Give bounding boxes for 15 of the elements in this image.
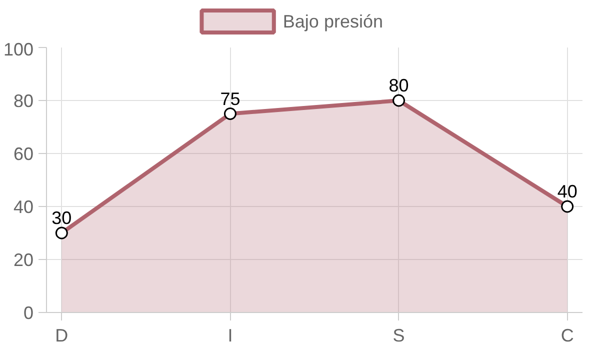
data-label: 40 [557,182,578,202]
data-label: 80 [388,76,409,96]
x-tick-label: I [228,326,233,346]
y-tick-label: 80 [13,91,34,111]
legend-label: Bajo presión [282,12,383,32]
y-tick-label: 0 [23,303,34,323]
y-tick-label: 100 [3,40,34,60]
y-tick-label: 60 [13,144,34,164]
y-tick-label: 40 [13,197,34,217]
x-tick-label: S [392,326,405,346]
data-label: 30 [52,208,72,228]
x-tick-label: C [560,326,574,346]
data-label: 75 [220,88,240,109]
x-tick-label: D [55,326,68,346]
y-tick-label: 20 [13,250,34,270]
